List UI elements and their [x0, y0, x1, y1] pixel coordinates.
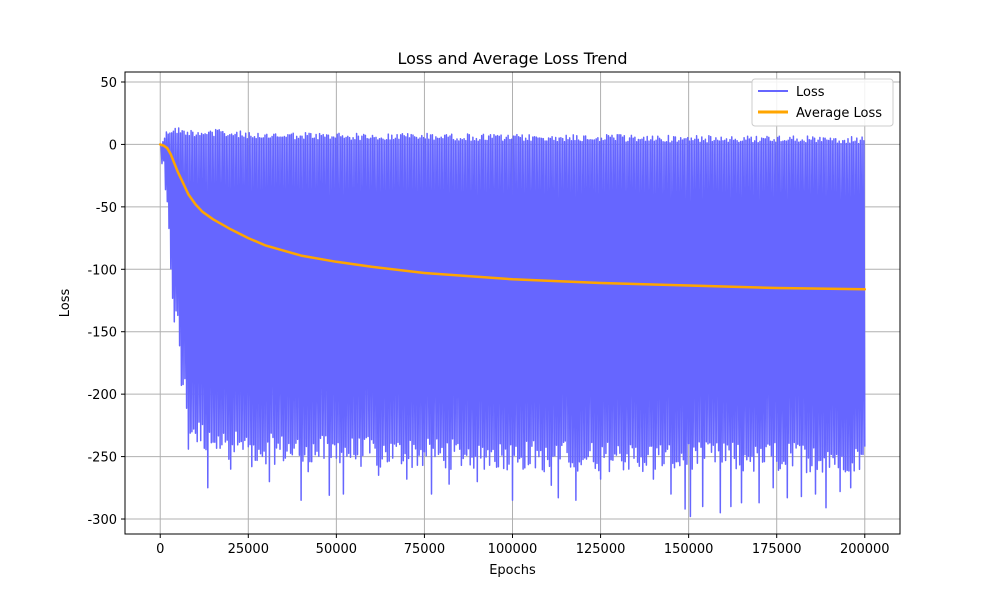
x-tick-label: 75000 — [404, 542, 445, 557]
average-loss-series — [158, 143, 867, 291]
y-tick-label: -250 — [87, 451, 117, 466]
x-tick-label: 0 — [156, 542, 164, 557]
legend: Loss Average Loss — [751, 78, 894, 127]
x-tick-label: 25000 — [228, 542, 269, 557]
y-tick-label: 50 — [100, 76, 117, 91]
y-tick-label: -200 — [87, 388, 117, 403]
y-tick-label: -100 — [87, 263, 117, 278]
y-axis-title: Loss — [58, 289, 73, 318]
y-tick-label: 0 — [109, 138, 117, 153]
x-tick-label: 175000 — [752, 542, 802, 557]
x-tick-label: 50000 — [316, 542, 357, 557]
x-axis-title: Epochs — [489, 563, 536, 578]
x-axis-ticks: 0 25000 50000 75000 100000 125000 150000 175000… — [156, 534, 890, 557]
y-axis-ticks: 50 0 -50 -100 -150 -200 -250 -300 — [87, 76, 125, 528]
chart-title: Loss and Average Loss Trend — [397, 49, 627, 68]
average-loss-line — [158, 143, 867, 291]
y-tick-label: -150 — [87, 326, 117, 341]
x-tick-label: 100000 — [488, 542, 538, 557]
legend-average-loss-label: Average Loss — [796, 106, 882, 121]
y-tick-label: -300 — [87, 513, 117, 528]
x-tick-label: 200000 — [840, 542, 890, 557]
loss-line — [159, 127, 866, 518]
y-tick-label: -50 — [96, 201, 117, 216]
x-tick-label: 150000 — [664, 542, 714, 557]
legend-loss-label: Loss — [796, 85, 825, 100]
loss-series — [159, 127, 866, 518]
x-tick-label: 125000 — [576, 542, 626, 557]
